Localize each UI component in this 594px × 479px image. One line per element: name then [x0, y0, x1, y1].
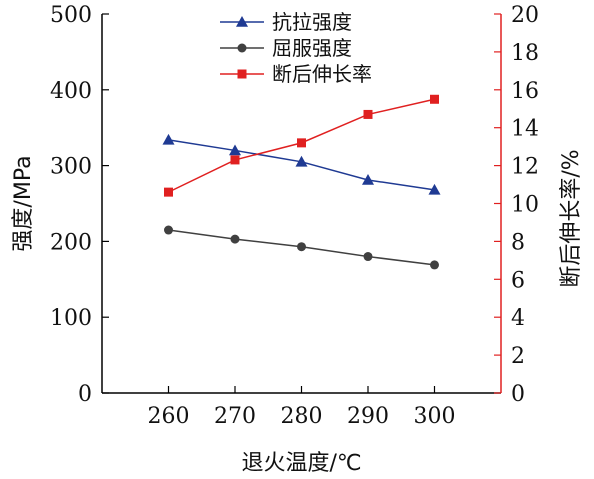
- series-2-point-4: [430, 94, 439, 104]
- x-tick-label-260: 260: [148, 404, 190, 429]
- legend-marker-1: [237, 43, 247, 53]
- series-2-point-2: [297, 138, 306, 148]
- left-y-tick-label-500: 500: [50, 3, 92, 28]
- right-y-tick-label-18: 18: [511, 41, 539, 66]
- right-y-tick-label-0: 0: [511, 382, 525, 407]
- series-2-point-3: [363, 109, 373, 119]
- axes: 260 270 280 290 300 0 100 200 300 400 500 0 2 4 6 8 10 12…: [50, 3, 539, 429]
- right-y-tick-label-14: 14: [511, 117, 539, 142]
- x-tick-label-280: 280: [281, 404, 323, 429]
- right-y-tick-label-12: 12: [511, 155, 539, 180]
- right-y-tick-label-4: 4: [511, 306, 525, 331]
- left-y-tick-label-200: 200: [50, 230, 92, 255]
- series-2-point-1: [230, 155, 240, 165]
- right-y-tick-label-20: 20: [511, 3, 539, 28]
- series-1-point-2: [297, 242, 306, 252]
- series-0-point-3: [362, 174, 374, 185]
- series-0-point-1: [229, 144, 241, 156]
- series-2-point-0: [164, 187, 173, 197]
- series-1-point-1: [230, 234, 240, 244]
- legend-label-0: 抗拉强度: [272, 10, 352, 34]
- x-axis-title: 退火温度/℃: [241, 451, 361, 476]
- series-1-point-0: [164, 225, 173, 235]
- right-y-tick-label-10: 10: [511, 193, 539, 218]
- right-y-tick-label-2: 2: [511, 344, 525, 369]
- x-tick-label-290: 290: [347, 404, 389, 429]
- left-y-tick-label-0: 0: [78, 382, 92, 407]
- series-0-point-0: [162, 133, 175, 145]
- left-y-tick-label-100: 100: [50, 306, 92, 331]
- x-tick-label-270: 270: [214, 404, 256, 429]
- right-y-axis-title: 断后伸长率/%: [559, 149, 584, 287]
- right-y-tick-label-8: 8: [511, 230, 525, 255]
- x-tick-label-300: 300: [414, 404, 456, 429]
- right-y-tick-label-16: 16: [511, 79, 539, 104]
- legend-marker-2: [237, 69, 247, 79]
- series-layer: [162, 94, 441, 270]
- series-0-point-2: [295, 155, 308, 167]
- legend-label-1: 屈服强度: [272, 36, 352, 60]
- left-y-tick-label-400: 400: [50, 79, 92, 104]
- legend-marker-0: [236, 16, 248, 27]
- series-1-point-3: [363, 252, 373, 262]
- right-y-tick-label-6: 6: [511, 268, 525, 293]
- left-y-tick-label-300: 300: [50, 155, 92, 180]
- legend-label-2: 断后伸长率: [272, 62, 372, 86]
- series-0-point-4: [428, 183, 441, 195]
- left-y-axis-title: 强度/MPa: [11, 155, 36, 251]
- series-1-point-4: [430, 260, 439, 270]
